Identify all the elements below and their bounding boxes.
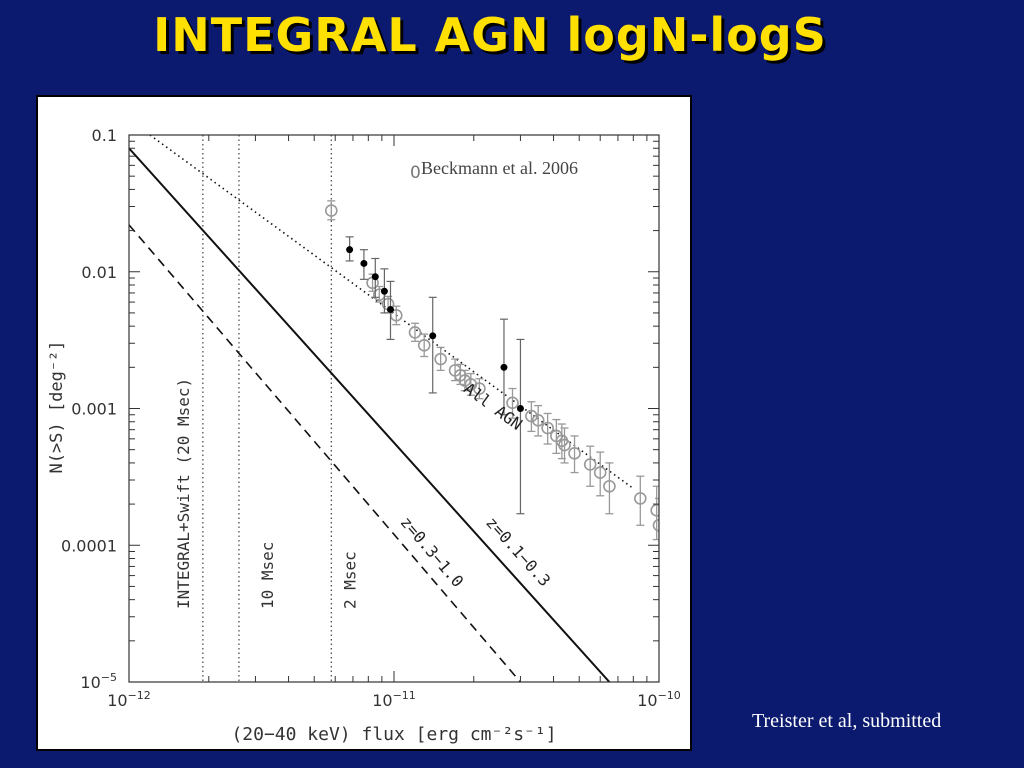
chart-panel: 0.1 0.01 0.001 0.0001 10−5 10−12 10−11 10−10 IN… xyxy=(36,95,692,751)
axis-ticks xyxy=(128,135,659,683)
model-curve xyxy=(129,224,522,682)
sensitivity-line-label: INTEGRAL+Swift (20 Msec) xyxy=(174,378,193,609)
data-point-open xyxy=(525,409,538,423)
sensitivity-line-label: 10 Msec xyxy=(258,542,277,609)
sensitivity-line-label: 2 Msec xyxy=(340,551,359,609)
y-tick-label: 0.01 xyxy=(81,263,117,282)
x-tick-label: 10−10 xyxy=(637,689,681,710)
axis-labels: 0.1 0.01 0.001 0.0001 10−510−12 10−11 10−10 xyxy=(61,126,681,710)
data-point-filled xyxy=(516,405,524,412)
data-point-open xyxy=(652,518,659,532)
data-point-filled xyxy=(371,273,379,281)
plot-frame xyxy=(128,134,660,683)
data-point-filled xyxy=(360,259,368,267)
logn-logs-chart: 0.1 0.01 0.001 0.0001 10−510−12 10−11 10−10 IN… xyxy=(47,126,681,745)
y-tick-label: 10−5 xyxy=(80,671,117,692)
legend-marker-icon: 0 xyxy=(410,163,421,183)
data-point-filled xyxy=(346,246,354,254)
data-point-open xyxy=(408,326,422,339)
data-point-filled xyxy=(386,305,394,313)
data-point-open xyxy=(473,382,486,395)
x-tick-label: 10−11 xyxy=(372,689,416,710)
y-tick-label: 0.1 xyxy=(92,126,117,145)
curve-labels: INTEGRAL+Swift (20 Msec) 10 Msec 2 MsecAll… xyxy=(174,378,554,609)
y-tick-label: 0.0001 xyxy=(61,536,117,555)
data-point-filled xyxy=(500,363,508,371)
data-point-open xyxy=(325,204,338,217)
data-point-open xyxy=(558,438,571,452)
x-axis-title: (20−40 keV) flux [erg cm⁻²s⁻¹] xyxy=(231,724,556,745)
y-tick-label: 0.001 xyxy=(71,400,117,419)
data-point-open xyxy=(650,504,659,517)
model-curve xyxy=(129,147,611,682)
data-point-open xyxy=(633,492,647,505)
x-tick-label: 10−12 xyxy=(107,689,151,710)
data-point-open xyxy=(583,458,597,471)
data-point-open xyxy=(417,338,431,352)
data-point-open xyxy=(531,413,545,427)
data-point-open xyxy=(593,466,607,479)
data-point-filled xyxy=(429,332,437,340)
data-point-open xyxy=(506,396,519,410)
data-point-filled xyxy=(380,287,388,295)
y-axis-title: N(>S) [deg⁻²] xyxy=(47,340,67,473)
data-point-open xyxy=(568,447,581,460)
data-point-open xyxy=(603,479,616,493)
data-point-open xyxy=(541,421,554,435)
legend: 0 Beckmann et al. 2006 xyxy=(410,158,578,183)
slide-title: INTEGRAL AGN logN-logS xyxy=(153,8,827,62)
plot-marks xyxy=(129,135,659,682)
legend-label: Beckmann et al. 2006 xyxy=(421,158,578,178)
data-point-open xyxy=(434,352,447,366)
citation-credit: Treister et al, submitted xyxy=(752,710,942,732)
